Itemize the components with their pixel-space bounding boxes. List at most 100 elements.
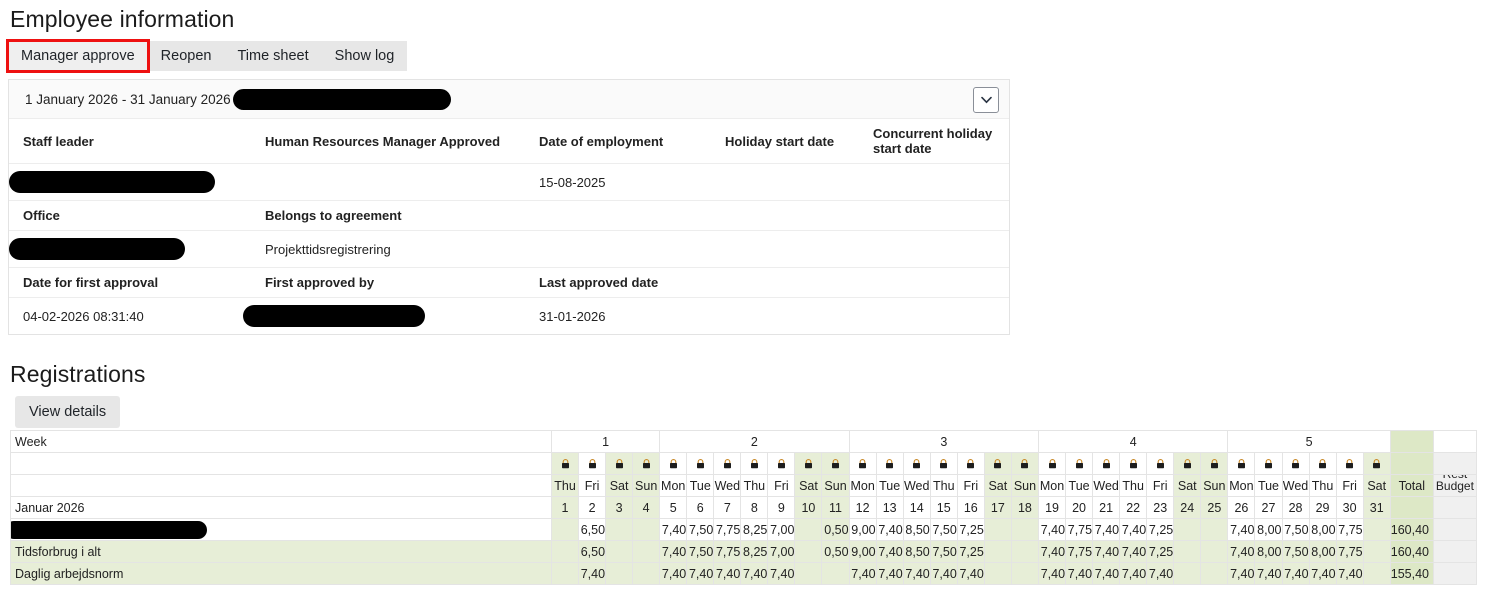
day-number-25[interactable]: 25 (1200, 496, 1229, 519)
hours-cell-11[interactable]: 0,50 (821, 518, 850, 541)
day-number-19[interactable]: 19 (1037, 496, 1067, 519)
hours-cell-14[interactable]: 7,40 (902, 562, 931, 585)
hours-cell-15[interactable]: 7,40 (929, 562, 958, 585)
hours-cell-2[interactable]: 7,40 (578, 562, 607, 585)
day-number-7[interactable]: 7 (713, 496, 742, 519)
day-number-9[interactable]: 9 (767, 496, 796, 519)
hours-cell-22[interactable]: 7,40 (1119, 540, 1148, 563)
hours-cell-5[interactable]: 7,40 (659, 562, 688, 585)
lock-cell-2[interactable] (578, 452, 607, 475)
hours-cell-22[interactable]: 7,40 (1119, 562, 1148, 585)
day-number-30[interactable]: 30 (1335, 496, 1364, 519)
lock-cell-5[interactable] (659, 452, 688, 475)
hours-cell-6[interactable]: 7,50 (686, 540, 715, 563)
lock-cell-16[interactable] (956, 452, 985, 475)
lock-cell-19[interactable] (1037, 452, 1067, 475)
hours-cell-9[interactable]: 7,00 (767, 518, 796, 541)
hours-cell-26[interactable]: 7,40 (1227, 540, 1256, 563)
lock-cell-25[interactable] (1200, 452, 1229, 475)
hours-cell-30[interactable]: 7,40 (1335, 562, 1364, 585)
hours-cell-12[interactable]: 9,00 (848, 540, 877, 563)
tab-show-log[interactable]: Show log (322, 41, 408, 71)
hours-cell-7[interactable]: 7,75 (713, 540, 742, 563)
day-number-27[interactable]: 27 (1254, 496, 1283, 519)
day-number-16[interactable]: 16 (956, 496, 985, 519)
day-number-17[interactable]: 17 (983, 496, 1012, 519)
hours-cell-27[interactable]: 7,40 (1254, 562, 1283, 585)
hours-cell-9[interactable]: 7,40 (767, 562, 796, 585)
hours-cell-21[interactable]: 7,40 (1092, 518, 1121, 541)
hours-cell-31[interactable] (1362, 518, 1391, 541)
hours-cell-23[interactable]: 7,40 (1146, 562, 1175, 585)
lock-cell-3[interactable] (605, 452, 634, 475)
hours-cell-1[interactable] (550, 540, 580, 563)
hours-cell-18[interactable] (1010, 562, 1040, 585)
day-number-24[interactable]: 24 (1173, 496, 1202, 519)
hours-cell-4[interactable] (632, 518, 661, 541)
hours-cell-9[interactable]: 7,00 (767, 540, 796, 563)
lock-cell-6[interactable] (686, 452, 715, 475)
day-number-4[interactable]: 4 (632, 496, 661, 519)
hours-cell-7[interactable]: 7,40 (713, 562, 742, 585)
hours-cell-26[interactable]: 7,40 (1227, 518, 1256, 541)
hours-cell-27[interactable]: 8,00 (1254, 518, 1283, 541)
hours-cell-18[interactable] (1010, 540, 1040, 563)
lock-cell-21[interactable] (1092, 452, 1121, 475)
lock-cell-8[interactable] (740, 452, 769, 475)
hours-cell-28[interactable]: 7,50 (1281, 518, 1310, 541)
hours-cell-14[interactable]: 8,50 (902, 540, 931, 563)
lock-cell-20[interactable] (1065, 452, 1094, 475)
day-number-18[interactable]: 18 (1010, 496, 1040, 519)
expand-period-button[interactable] (973, 87, 999, 113)
lock-cell-7[interactable] (713, 452, 742, 475)
hours-cell-10[interactable] (794, 518, 823, 541)
day-number-29[interactable]: 29 (1308, 496, 1337, 519)
day-number-15[interactable]: 15 (929, 496, 958, 519)
hours-cell-23[interactable]: 7,25 (1146, 540, 1175, 563)
hours-cell-17[interactable] (983, 562, 1012, 585)
hours-cell-30[interactable]: 7,75 (1335, 540, 1364, 563)
lock-cell-17[interactable] (983, 452, 1012, 475)
hours-cell-18[interactable] (1010, 518, 1040, 541)
hours-cell-1[interactable] (550, 562, 580, 585)
hours-cell-13[interactable]: 7,40 (875, 540, 904, 563)
lock-cell-28[interactable] (1281, 452, 1310, 475)
hours-cell-13[interactable]: 7,40 (875, 562, 904, 585)
day-number-31[interactable]: 31 (1362, 496, 1391, 519)
hours-cell-4[interactable] (632, 562, 661, 585)
hours-cell-12[interactable]: 7,40 (848, 562, 877, 585)
lock-cell-18[interactable] (1010, 452, 1040, 475)
view-details-button[interactable]: View details (15, 396, 121, 428)
hours-cell-28[interactable]: 7,50 (1281, 540, 1310, 563)
hours-cell-29[interactable]: 7,40 (1308, 562, 1337, 585)
lock-cell-14[interactable] (902, 452, 931, 475)
hours-cell-24[interactable] (1173, 518, 1202, 541)
hours-cell-8[interactable]: 8,25 (740, 518, 769, 541)
day-number-22[interactable]: 22 (1119, 496, 1148, 519)
day-number-1[interactable]: 1 (550, 496, 580, 519)
hours-cell-29[interactable]: 8,00 (1308, 518, 1337, 541)
hours-cell-19[interactable]: 7,40 (1037, 540, 1067, 563)
hours-cell-8[interactable]: 8,25 (740, 540, 769, 563)
hours-cell-31[interactable] (1362, 540, 1391, 563)
hours-cell-16[interactable]: 7,40 (956, 562, 985, 585)
lock-cell-12[interactable] (848, 452, 877, 475)
lock-cell-15[interactable] (929, 452, 958, 475)
day-number-5[interactable]: 5 (659, 496, 688, 519)
day-number-8[interactable]: 8 (740, 496, 769, 519)
hours-cell-16[interactable]: 7,25 (956, 540, 985, 563)
hours-cell-19[interactable]: 7,40 (1037, 518, 1067, 541)
hours-cell-4[interactable] (632, 540, 661, 563)
hours-cell-3[interactable] (605, 540, 634, 563)
lock-cell-30[interactable] (1335, 452, 1364, 475)
hours-cell-8[interactable]: 7,40 (740, 562, 769, 585)
hours-cell-12[interactable]: 9,00 (848, 518, 877, 541)
hours-cell-5[interactable]: 7,40 (659, 518, 688, 541)
hours-cell-27[interactable]: 8,00 (1254, 540, 1283, 563)
hours-cell-15[interactable]: 7,50 (929, 518, 958, 541)
lock-cell-31[interactable] (1362, 452, 1391, 475)
hours-cell-2[interactable]: 6,50 (578, 540, 607, 563)
lock-cell-24[interactable] (1173, 452, 1202, 475)
day-number-21[interactable]: 21 (1092, 496, 1121, 519)
tab-manager-approve[interactable]: Manager approve (6, 39, 150, 73)
